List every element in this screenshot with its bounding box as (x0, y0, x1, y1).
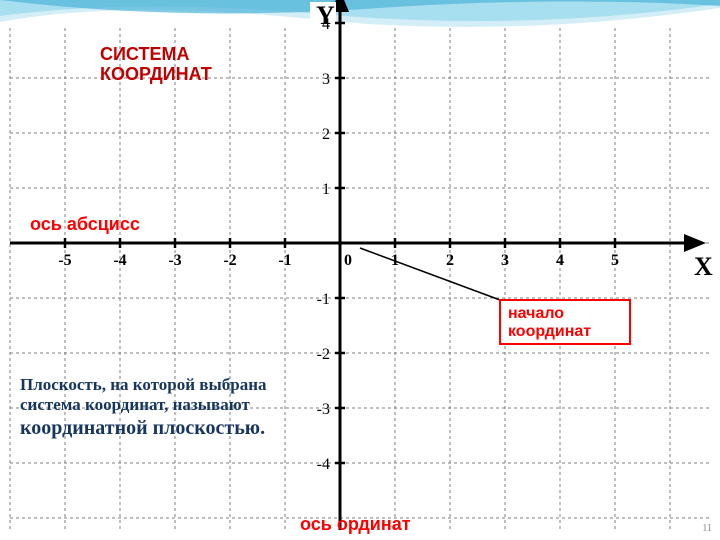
y-tick-label: -4 (317, 456, 330, 473)
y-tick-label: 2 (322, 126, 330, 143)
x-tick-label: -2 (223, 252, 236, 269)
x-tick-label: 5 (611, 252, 619, 269)
x-axis-label: X (694, 252, 713, 281)
y-tick-label: 3 (322, 71, 330, 88)
x-tick-label: -3 (168, 252, 181, 269)
x-tick-label: -1 (278, 252, 291, 269)
x-tick-label: 0 (344, 252, 352, 269)
x-tick-label: 2 (446, 252, 454, 269)
title-line1: СИСТЕМА (100, 44, 189, 64)
origin-box-line2: координат (508, 323, 591, 340)
x-axis-arrow (684, 234, 706, 252)
x-tick-label: 4 (556, 252, 564, 269)
definition-line2: система координат, называют (20, 395, 250, 414)
origin-pointer (360, 248, 500, 300)
definition-line1: Плоскость, на которой выбрана (20, 375, 267, 394)
x-tick-label: -5 (58, 252, 71, 269)
origin-box-line1: начало (508, 305, 564, 322)
abscissa-label: ось абсцисс (30, 214, 140, 234)
ordinate-label: ось ординат (300, 514, 411, 534)
x-tick-label: 3 (501, 252, 509, 269)
x-tick-label: -4 (113, 252, 126, 269)
y-tick-label: 1 (322, 181, 330, 198)
definition-line3: координатной плоскостью. (20, 417, 265, 439)
page-number: 11 (702, 523, 712, 534)
y-tick-label: 4 (322, 16, 330, 33)
y-tick-label: -1 (317, 291, 330, 308)
y-tick-label: -2 (317, 346, 330, 363)
coordinate-diagram: YX-5-4-3-2-10123454321-1-2-3-4СИСТЕМАКОО… (0, 0, 720, 540)
title-line2: КООРДИНАТ (100, 64, 212, 84)
y-tick-label: -3 (317, 401, 330, 418)
